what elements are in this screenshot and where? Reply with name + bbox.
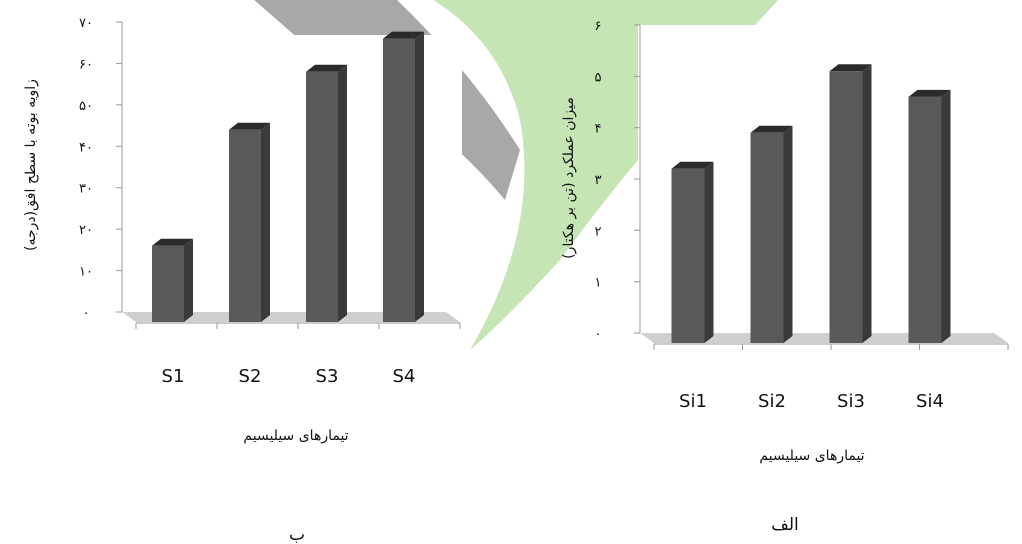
x-tick-label: S3 (316, 366, 339, 387)
x-axis-title: تیمارهای سیلیسیم (759, 448, 864, 464)
bar-top (829, 64, 872, 72)
bar (908, 89, 951, 343)
bar-side (783, 125, 793, 343)
x-tick-label: Si3 (837, 391, 865, 412)
bar-front (229, 129, 261, 322)
bar-front (306, 71, 338, 322)
y-tick-label: ۲۰ (79, 223, 93, 238)
bar-front (908, 96, 942, 343)
bar (229, 122, 270, 322)
y-tick-label: ۶ (595, 19, 602, 34)
y-tick-label: ۷۰ (79, 16, 93, 31)
y-tick-label: ۲ (595, 224, 602, 239)
y-axis-title: زاویه بوته با سطح افق(درجه) (23, 79, 39, 251)
panel-label: الف (771, 515, 799, 535)
y-tick-label: ۵۰ (79, 99, 93, 114)
bar-front (671, 168, 705, 343)
bar-front (383, 38, 415, 322)
y-tick-label: ۳۰ (79, 182, 93, 197)
bar (383, 31, 424, 322)
bar (750, 125, 793, 343)
x-tick-label: S1 (162, 366, 185, 387)
bar-side (862, 64, 872, 343)
y-tick-label: ۰ (595, 327, 602, 342)
watermark-green-tip (601, 0, 640, 30)
x-axis-title: تیمارهای سیلیسیم (243, 428, 348, 444)
x-tick-label: S2 (239, 366, 262, 387)
x-tick-label: Si2 (758, 391, 786, 412)
y-tick-label: ۳ (595, 173, 602, 188)
panel-label: ب (289, 525, 305, 544)
bar-side (338, 64, 347, 322)
x-tick-label: Si4 (916, 391, 944, 412)
bar-top (306, 64, 347, 72)
bar-top (152, 238, 193, 246)
chart-panel-1: ۰ ۱۰ ۲۰ ۳۰ ۴۰ ۵۰ ۶۰ ۷۰ S1 S2 S3 S4 تیمارهای سیلیسیم ز… (23, 16, 462, 544)
bar (829, 64, 872, 343)
bar-top (383, 31, 424, 39)
bar (306, 64, 347, 322)
bar-front (750, 132, 784, 343)
chart-floor (122, 312, 460, 322)
bar-top (229, 122, 270, 130)
y-axis-title: میزان عملکرد (تن بر هکتار) (561, 97, 577, 259)
bar-front (829, 71, 863, 343)
y-tick-label: ۵ (595, 70, 602, 85)
chart-panel-2: ۰ ۱ ۲ ۳ ۴ ۵ ۶ Si1 Si2 Si3 Si4 تیمارهای سیلیسیم میزان… (561, 19, 1020, 535)
x-tick-label: S4 (393, 366, 416, 387)
bar-side (704, 161, 714, 343)
bar-side (184, 238, 193, 322)
bar-front (152, 245, 184, 322)
bar-top (750, 125, 793, 133)
y-tick-label: ۱ (595, 276, 602, 291)
y-tick-label: ۴ (595, 122, 602, 137)
bar (152, 238, 193, 322)
bar-top (671, 161, 714, 169)
bar-side (415, 31, 424, 322)
x-tick-label: Si1 (679, 391, 707, 412)
bar-side (941, 89, 951, 343)
bar-top (908, 89, 951, 97)
y-tick-label: ۰ (83, 306, 90, 321)
bar-side (261, 122, 270, 322)
bar (671, 161, 714, 343)
y-tick-label: ۴۰ (79, 140, 93, 155)
y-tick-label: ۶۰ (79, 57, 93, 72)
y-tick-label: ۱۰ (79, 265, 93, 280)
